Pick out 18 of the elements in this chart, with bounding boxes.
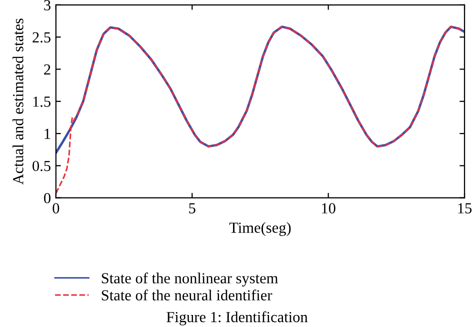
y-axis-title: Actual and estimated states	[12, 18, 24, 185]
x-tick-label: 5	[189, 203, 196, 214]
x-tick-label: 10	[322, 203, 336, 214]
legend-label: State of the neural identifier	[102, 290, 272, 300]
legend-label: State of the nonlinear system	[102, 272, 278, 287]
x-axis-title: Time(seg)	[229, 222, 291, 236]
y-tick-label: 1	[44, 128, 50, 139]
y-tick-label: 1.5	[33, 96, 50, 107]
x-tick-label: 0	[52, 203, 60, 214]
caption: Figure 1: Identification	[166, 311, 308, 326]
y-tick-label: 3	[44, 0, 50, 10]
x-tick-label: 15	[458, 203, 472, 214]
line-series	[56, 26, 465, 154]
y-tick-label: 2	[44, 64, 50, 75]
y-tick-label: 2.5	[32, 32, 50, 43]
y-tick-label: 0.5	[32, 160, 50, 172]
y-tick-label: 0	[44, 192, 50, 204]
line-series	[56, 26, 465, 194]
